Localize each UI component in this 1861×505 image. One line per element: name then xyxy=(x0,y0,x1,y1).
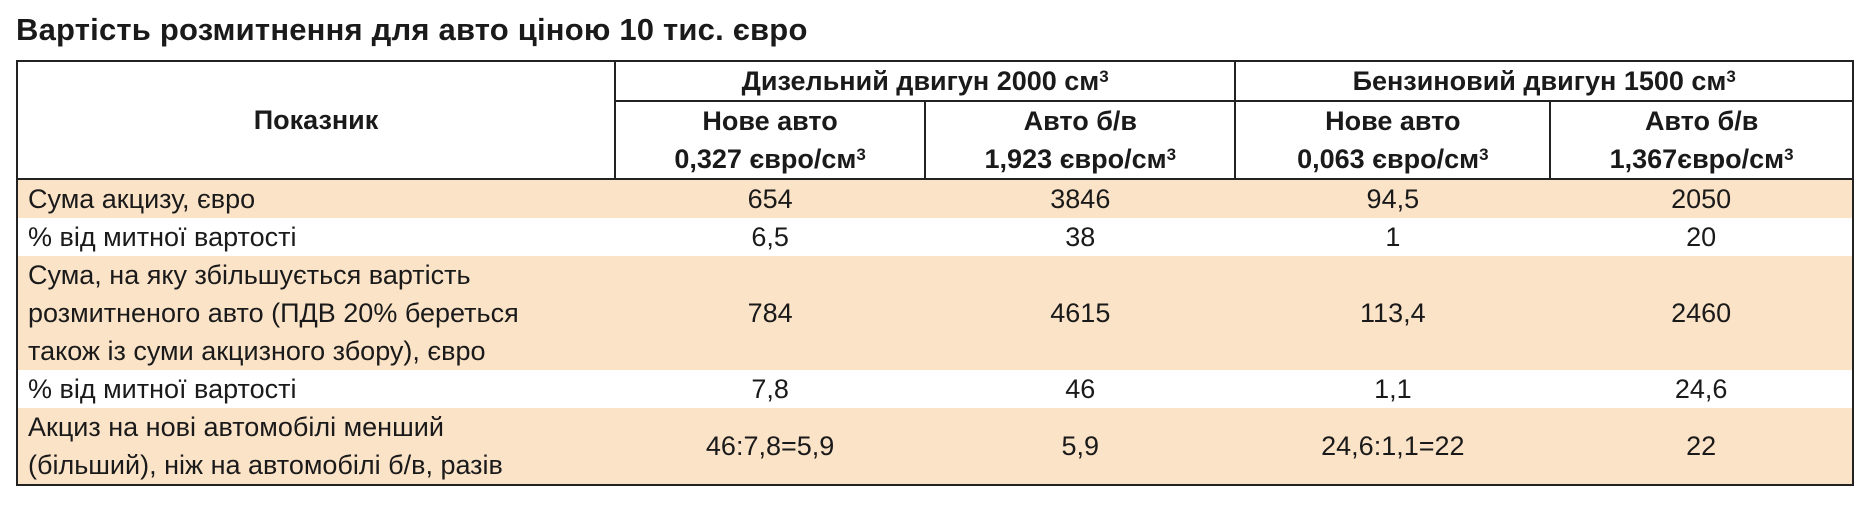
customs-cost-table: Показник Дизельний двигун 2000 см3 Бензи… xyxy=(16,60,1854,486)
table-title: Вартість розмитнення для авто ціною 10 т… xyxy=(16,12,808,47)
table-cell: 2050 xyxy=(1550,179,1853,218)
table-row: Акциз на нові автомобілі менший (більший… xyxy=(17,408,1853,486)
table-cell: 24,6 xyxy=(1550,370,1853,408)
row-label: Акциз на нові автомобілі менший (більший… xyxy=(17,408,615,486)
table-cell: 1 xyxy=(1235,218,1551,256)
petrol-used-header: Авто б/в 1,367євро/см3 xyxy=(1549,100,1854,180)
table-row: Сума, на яку збільшується вартість розми… xyxy=(17,256,1853,370)
table-cell: 94,5 xyxy=(1235,179,1551,218)
table-cell: 7,8 xyxy=(615,370,926,408)
table-cell: 1,1 xyxy=(1235,370,1551,408)
table-row: Сума акцизу, євро 654 3846 94,5 2050 xyxy=(17,179,1853,218)
diesel-group-header: Дизельний двигун 2000 см3 xyxy=(613,60,1237,102)
petrol-group-header: Бензиновий двигун 1500 см3 xyxy=(1234,60,1854,102)
table-cell: 20 xyxy=(1550,218,1853,256)
row-label: Сума, на яку збільшується вартість розми… xyxy=(17,256,615,370)
row-label: % від митної вартості xyxy=(17,370,615,408)
table-cell: 5,9 xyxy=(925,408,1236,486)
table-cell: 46 xyxy=(925,370,1236,408)
table-cell: 3846 xyxy=(925,179,1236,218)
table-cell: 113,4 xyxy=(1235,256,1551,370)
diesel-new-header: Нове авто 0,327 євро/см3 xyxy=(613,100,927,180)
table-cell: 38 xyxy=(925,218,1236,256)
indicator-header: Показник xyxy=(16,60,616,180)
table-cell: 24,6:1,1=22 xyxy=(1235,408,1551,486)
petrol-new-header: Нове авто 0,063 євро/см3 xyxy=(1234,100,1552,180)
table-cell: 6,5 xyxy=(615,218,926,256)
row-label: Сума акцизу, євро xyxy=(17,179,615,218)
diesel-used-header: Авто б/в 1,923 євро/см3 xyxy=(924,100,1237,180)
table-row: % від митної вартості 7,8 46 1,1 24,6 xyxy=(17,370,1853,408)
table-cell: 4615 xyxy=(925,256,1236,370)
table-cell: 2460 xyxy=(1550,256,1853,370)
table-row: % від митної вартості 6,5 38 1 20 xyxy=(17,218,1853,256)
row-label: % від митної вартості xyxy=(17,218,615,256)
table-cell: 784 xyxy=(615,256,926,370)
table-cell: 22 xyxy=(1550,408,1853,486)
table-cell: 654 xyxy=(615,179,926,218)
table-cell: 46:7,8=5,9 xyxy=(615,408,926,486)
